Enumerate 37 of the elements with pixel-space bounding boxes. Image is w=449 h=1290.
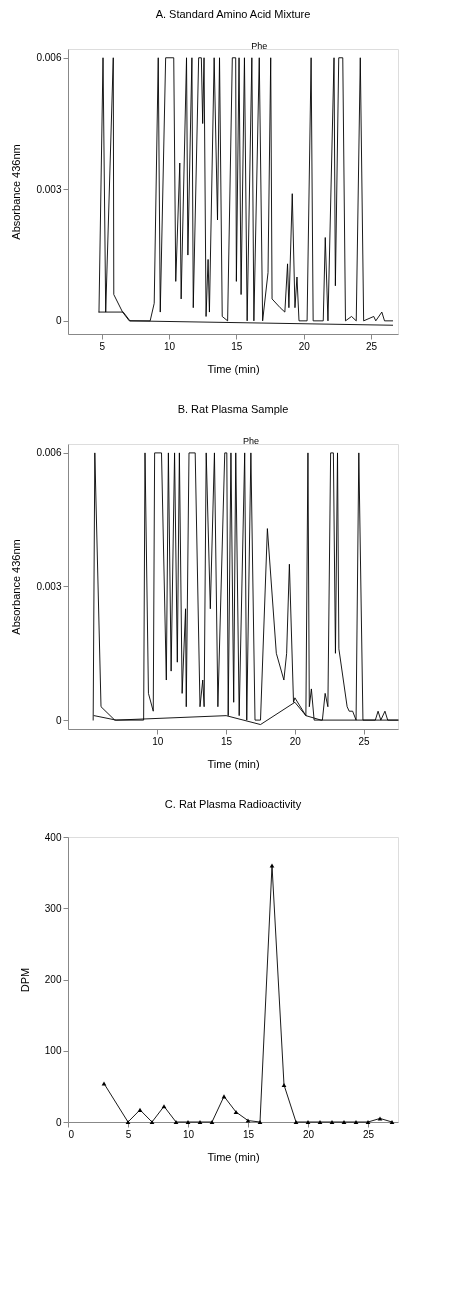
x-tick-label: 20 — [298, 340, 311, 352]
chart-title: A. Standard Amino Acid Mixture — [155, 7, 311, 20]
y-tick-label: 300 — [44, 902, 62, 914]
x-tick-label: 5 — [99, 340, 106, 352]
x-tick-label: 20 — [302, 1128, 315, 1140]
x-tick-label: 10 — [152, 735, 164, 747]
y-tick-label: 100 — [44, 1045, 62, 1057]
x-tick-label: 0 — [68, 1128, 75, 1140]
y-tick-label: 0.006 — [36, 52, 62, 64]
x-tick-label: 10 — [182, 1128, 195, 1140]
x-tick-label: 15 — [221, 735, 233, 747]
x-tick-label: 15 — [242, 1128, 255, 1140]
x-tick-label: 5 — [125, 1128, 132, 1140]
x-tick-label: 15 — [231, 340, 243, 352]
y-axis-title: Absorbance 436nm — [10, 144, 23, 240]
x-tick-label: 10 — [163, 340, 176, 352]
annotation: Phe — [251, 40, 268, 51]
y-tick-label: 0 — [55, 1116, 62, 1128]
x-tick-label: 20 — [289, 735, 302, 747]
x-tick-label: 25 — [366, 340, 378, 352]
y-tick-label: 0.003 — [36, 581, 62, 592]
x-axis-title: Time (min) — [207, 362, 260, 375]
annotation: Phe — [242, 435, 259, 446]
chart-title: B. Rat Plasma Sample — [177, 402, 289, 415]
x-tick-label: 25 — [358, 735, 371, 747]
y-tick-label: 0 — [55, 714, 62, 726]
chart-title: C. Rat Plasma Radioactivity — [164, 798, 302, 810]
y-tick-label: 0.003 — [36, 183, 62, 195]
x-axis-title: Time (min) — [207, 1150, 260, 1163]
y-tick-label: 200 — [44, 974, 62, 985]
x-axis-title: Time (min) — [207, 757, 260, 770]
y-axis-title: DPM — [18, 967, 31, 993]
y-axis-title: Absorbance 436nm — [10, 539, 23, 635]
y-tick-label: 400 — [44, 831, 62, 843]
y-tick-label: 0 — [55, 315, 62, 327]
x-tick-label: 25 — [362, 1128, 375, 1140]
y-tick-label: 0.006 — [36, 447, 62, 459]
